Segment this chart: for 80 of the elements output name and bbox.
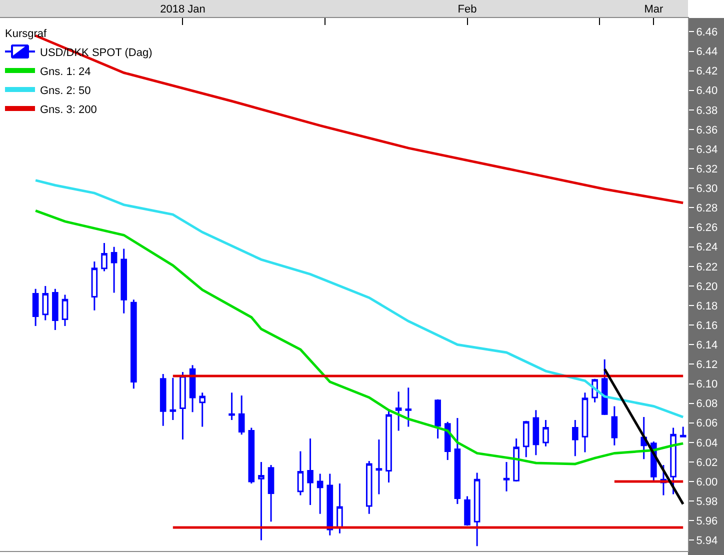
candlestick <box>101 242 108 272</box>
y-tick-label: 6.40 <box>696 85 718 98</box>
y-tick-label: 6.12 <box>696 359 718 372</box>
y-tick-label: 5.96 <box>696 516 718 528</box>
line-series <box>34 179 684 418</box>
candlestick <box>680 426 686 438</box>
y-tick-label: 6.00 <box>696 476 718 488</box>
line-series <box>34 209 684 466</box>
y-tick-label: 5.94 <box>696 535 718 548</box>
candlestick <box>307 438 314 506</box>
candlestick <box>258 461 264 541</box>
y-tick-label: 6.30 <box>696 183 718 196</box>
candlestick <box>513 438 520 482</box>
candlestick <box>42 285 49 321</box>
candlestick <box>670 427 676 496</box>
candlestick <box>180 371 186 440</box>
candlestick <box>130 298 137 390</box>
y-tick-label: 6.44 <box>696 46 718 58</box>
x-tick-label: 2018 Jan <box>160 4 206 16</box>
candlestick <box>601 358 608 416</box>
candlestick <box>238 394 245 436</box>
candlestick <box>542 419 549 448</box>
candlestick <box>464 495 470 526</box>
y-tick-label: 6.20 <box>696 280 718 293</box>
legend-label: Gns. 3: 200 <box>40 104 97 116</box>
candlestick <box>395 390 402 432</box>
y-tick-label: 6.10 <box>696 378 718 391</box>
y-tick-label: 6.34 <box>696 144 718 156</box>
candlestick <box>228 392 235 421</box>
y-tick-label: 6.02 <box>696 456 718 469</box>
candlestick <box>32 288 39 327</box>
candlestick <box>62 294 68 327</box>
candlestick <box>366 460 372 515</box>
y-tick-label: 6.46 <box>696 26 718 39</box>
y-tick-label: 6.38 <box>696 104 718 117</box>
candlestick <box>326 472 334 536</box>
candlestick <box>170 377 176 421</box>
y-tick-label: 6.24 <box>696 242 718 254</box>
candlestick <box>336 482 343 534</box>
candlestick <box>91 260 98 312</box>
y-tick-label: 6.06 <box>696 418 718 430</box>
y-tick-label: 6.08 <box>696 398 718 410</box>
x-tick-label: Mar <box>644 4 664 16</box>
candlestick <box>297 450 304 496</box>
candlestick <box>434 398 441 440</box>
y-tick-label: 6.14 <box>696 340 718 352</box>
y-tick-label: 6.28 <box>696 202 718 215</box>
candlestick <box>120 248 128 314</box>
y-tick-label: 6.32 <box>696 163 718 176</box>
x-tick-label: Feb <box>458 4 477 16</box>
candlestick <box>522 420 530 458</box>
candlestick <box>189 364 196 413</box>
candlestick <box>532 409 540 456</box>
y-tick-label: 6.26 <box>696 222 718 234</box>
candlestick <box>611 406 618 446</box>
candlestick <box>316 472 324 515</box>
candlestick <box>444 421 451 461</box>
legend-label: Gns. 1: 24 <box>40 66 91 78</box>
y-tick-label: 6.04 <box>696 437 718 450</box>
candlestick <box>503 461 510 492</box>
candlestick <box>405 386 412 428</box>
legend-label: Gns. 2: 50 <box>40 84 91 97</box>
candlestick <box>376 438 382 496</box>
y-tick-label: 6.42 <box>696 66 718 78</box>
candlestick <box>199 392 206 428</box>
legend-title: Kursgraf <box>5 28 48 40</box>
candlestick <box>160 373 166 427</box>
candlestick <box>454 417 461 505</box>
y-tick-label: 6.16 <box>696 320 718 332</box>
y-tick-label: 6.18 <box>696 300 718 312</box>
candlestick <box>572 419 578 457</box>
candlestick <box>474 472 480 547</box>
y-tick-label: 6.22 <box>696 261 718 274</box>
candlestick <box>248 427 255 484</box>
y-tick-label: 5.98 <box>696 496 718 508</box>
candlestick <box>582 392 588 453</box>
candlestick <box>110 246 118 294</box>
candlestick <box>268 464 274 522</box>
y-tick-label: 6.36 <box>696 124 718 136</box>
candlestick <box>52 288 58 331</box>
